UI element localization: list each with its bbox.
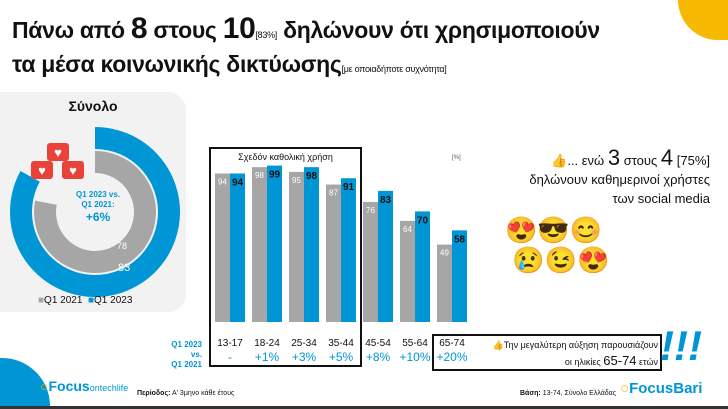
change-value: +20%	[436, 350, 467, 364]
bar-value-label: 94	[218, 177, 227, 186]
category-label: 45-54	[365, 338, 391, 349]
bar-q1-2023-35-44	[341, 178, 356, 322]
bar-q1-2023-65-74	[452, 230, 467, 322]
logo-focusbari: ○FocusBari	[620, 380, 703, 397]
bar-value-label: 64	[403, 225, 412, 234]
bar-value-label: 98	[255, 171, 264, 180]
bar-q1-2023-25-34	[304, 167, 319, 322]
change-value: +10%	[399, 350, 430, 364]
daily-users-text: 👍... ενώ 3 στους 4 [75%] δηλώνουν καθημε…	[529, 145, 710, 207]
box-label: Σχεδόν καθολική χρήση	[238, 152, 333, 162]
category-label: 65-74	[439, 338, 465, 349]
bar-value-label: 83	[380, 195, 392, 206]
category-label: 13-17	[217, 338, 243, 349]
change-value: -	[228, 350, 232, 364]
bar-value-label: 95	[292, 176, 301, 185]
period-text: Περίοδος: Α' 3μηνο κάθε έτους	[137, 390, 235, 397]
donut-legend: ■Q1 2021 ■Q1 2023	[38, 295, 133, 306]
bar-value-label: 87	[329, 189, 338, 198]
bar-q1-2021-45-54	[363, 201, 378, 322]
bar-q1-2023-13-17	[230, 173, 245, 322]
bar-value-label: 99	[269, 170, 281, 181]
thumbs-up-icon: 👍	[492, 340, 504, 350]
change-value: +1%	[255, 350, 280, 364]
unit-label: [%]	[452, 155, 461, 161]
svg-text:♥: ♥	[69, 163, 77, 178]
svg-text:♥: ♥	[38, 163, 46, 178]
logo-focus-ontechlife: ○Focusontechlife	[40, 378, 129, 394]
note-box	[432, 334, 662, 371]
category-label: 25-34	[291, 338, 317, 349]
bar-value-label: 49	[440, 249, 449, 258]
bar-q1-2023-45-54	[378, 190, 393, 322]
svg-text:♥: ♥	[54, 145, 62, 160]
base-text: Βάση: 13-74, Σύνολο Ελλάδας	[520, 390, 617, 397]
change-value: +3%	[292, 350, 317, 364]
note-text: 👍Την μεγαλύτερη αύξηση παρουσιάζουν οι η…	[492, 340, 658, 368]
page-title: Πάνω από 8 στους 10[83%] δηλώνουν ότι χρ…	[12, 12, 600, 78]
donut-center-text: Q1 2023 vs. Q1 2021: +6%	[75, 190, 121, 224]
footer-divider	[0, 406, 728, 409]
change-value: +5%	[329, 350, 354, 364]
near-universal-box	[209, 147, 362, 367]
donut-arc-q1-2021	[34, 151, 156, 273]
donut-title: Σύνολο	[68, 98, 118, 114]
bar-value-label: 94	[232, 177, 244, 188]
bar-value-label: 98	[306, 171, 318, 182]
thumbs-up-icon: 👍	[551, 153, 568, 168]
donut-arc-q1-2023	[10, 127, 180, 297]
bar-q1-2021-25-34	[289, 171, 304, 322]
bar-value-label: 76	[366, 206, 375, 215]
bar-q1-2021-13-17	[215, 173, 230, 322]
donut-chart: ♥ ♥ ♥	[10, 127, 180, 297]
bar-chart: 94 94 13-17- 98 99 18-24+1% 95 98 25-34+3% 87 91 35…	[215, 165, 468, 364]
donut-label-2021: 78	[117, 241, 128, 251]
category-label: 18-24	[254, 338, 280, 349]
change-label: Q1 2023 vs. Q1 2021	[171, 340, 202, 369]
bar-value-label: 58	[454, 234, 466, 245]
change-value: +8%	[366, 350, 391, 364]
bar-q1-2021-18-24	[252, 167, 267, 322]
bar-value-label: 91	[343, 182, 355, 193]
bar-q1-2021-65-74	[437, 244, 452, 322]
bar-q1-2023-55-64	[415, 211, 430, 322]
donut-label-2023: 83	[118, 262, 131, 274]
emoji-illustration: 😍😎😊 😢😉😍	[505, 215, 610, 275]
category-label: 35-44	[328, 338, 354, 349]
category-label: 55-64	[402, 338, 428, 349]
hearts-icon: ♥ ♥ ♥	[31, 143, 84, 179]
exclamation-icon: !!!	[660, 322, 702, 369]
bar-q1-2021-35-44	[326, 184, 341, 322]
bar-value-label: 70	[417, 215, 429, 226]
bar-q1-2021-55-64	[400, 220, 415, 322]
bar-q1-2023-18-24	[267, 165, 282, 322]
